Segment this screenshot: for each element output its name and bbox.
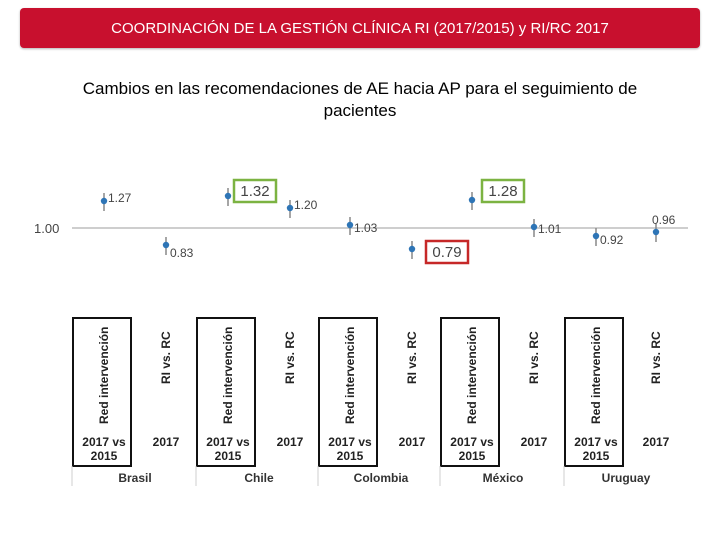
category-label: RI vs. RC — [649, 331, 663, 384]
country-label: Colombia — [354, 471, 409, 485]
data-label: 0.96 — [652, 213, 676, 227]
data-label: 1.32 — [240, 183, 269, 200]
data-point — [468, 196, 476, 204]
year-label: 2017 vs — [82, 435, 126, 449]
year-label: 2015 — [91, 449, 118, 463]
data-label: 1.03 — [354, 221, 378, 235]
country-label: México — [483, 471, 524, 485]
header-bar: COORDINACIÓN DE LA GESTIÓN CLÍNICA RI (2… — [20, 8, 700, 48]
country-label: Chile — [244, 471, 274, 485]
category-label: RI vs. RC — [283, 331, 297, 384]
year-label: 2017 — [153, 435, 180, 449]
data-label: 1.20 — [294, 198, 318, 212]
data-label: 0.92 — [600, 233, 624, 247]
category-label: Red intervención — [589, 327, 603, 424]
category-label: Red intervención — [97, 327, 111, 424]
group-box — [72, 317, 132, 467]
year-label: 2017 — [399, 435, 426, 449]
category-label: RI vs. RC — [527, 331, 541, 384]
data-point — [286, 204, 294, 212]
data-label: 0.83 — [170, 246, 194, 260]
highlight-box — [232, 178, 278, 204]
header-title: COORDINACIÓN DE LA GESTIÓN CLÍNICA RI (2… — [111, 19, 609, 37]
data-label: 1.01 — [538, 222, 562, 236]
data-label: 0.79 — [432, 244, 461, 261]
category-label: Red intervención — [221, 327, 235, 424]
group-box — [564, 317, 624, 467]
category-label: Red intervención — [465, 327, 479, 424]
year-label: 2017 — [643, 435, 670, 449]
highlight-box — [480, 178, 526, 204]
data-point — [224, 192, 232, 200]
data-point — [346, 221, 354, 229]
year-label: 2017 — [521, 435, 548, 449]
data-point — [100, 197, 108, 205]
year-label: 2017 vs — [574, 435, 618, 449]
year-label: 2015 — [215, 449, 242, 463]
data-point — [592, 232, 600, 240]
category-label: Red intervención — [343, 327, 357, 424]
data-point — [162, 241, 170, 249]
year-label: 2015 — [459, 449, 486, 463]
data-label: 1.28 — [488, 183, 517, 200]
category-label: RI vs. RC — [159, 331, 173, 384]
data-point — [530, 223, 538, 231]
highlight-box — [424, 239, 470, 265]
year-label: 2017 — [277, 435, 304, 449]
data-label: 1.27 — [108, 191, 132, 205]
chart-title: Cambios en las recomendaciones de AE hac… — [82, 79, 638, 120]
year-label: 2017 vs — [450, 435, 494, 449]
group-box — [440, 317, 500, 467]
year-label: 2015 — [583, 449, 610, 463]
year-label: 2017 vs — [328, 435, 372, 449]
year-label: 2015 — [337, 449, 364, 463]
country-label: Brasil — [118, 471, 151, 485]
group-box — [196, 317, 256, 467]
category-label: RI vs. RC — [405, 331, 419, 384]
baseline-label: 1.00 — [34, 221, 59, 236]
group-box — [318, 317, 378, 467]
country-label: Uruguay — [602, 471, 651, 485]
year-label: 2017 vs — [206, 435, 250, 449]
data-point — [408, 245, 416, 253]
data-point — [652, 228, 660, 236]
